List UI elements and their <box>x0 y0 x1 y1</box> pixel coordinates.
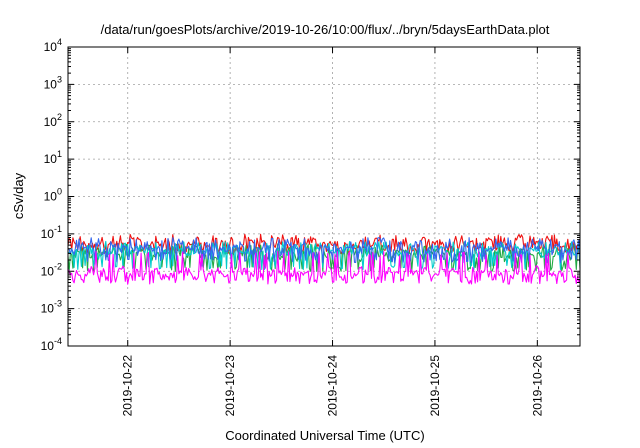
x-tick-label: 2019-10-23 <box>223 355 237 417</box>
series-line <box>67 240 581 271</box>
chart-title: /data/run/goesPlots/archive/2019-10-26/1… <box>101 22 550 37</box>
y-axis-label: cSv/day <box>11 172 26 219</box>
series-line <box>67 233 581 255</box>
x-tick-label: 2019-10-25 <box>428 355 442 417</box>
grid-layer <box>68 47 580 346</box>
x-axis: 2019-10-22 2019-10-23 2019-10-24 2019-10-25… <box>121 47 544 417</box>
y-tick-label: 10-4 <box>41 336 62 353</box>
x-tick-label: 2019-10-26 <box>530 355 544 417</box>
y-tick-label: 10-2 <box>41 261 62 278</box>
x-tick-label: 2019-10-24 <box>326 355 340 417</box>
x-axis-label: Coordinated Universal Time (UTC) <box>225 428 424 443</box>
y-axis: 10-4 10-3 10-2 10-1 100 101 102 103 104 <box>41 37 580 353</box>
y-tick-label: 103 <box>44 74 62 91</box>
series-line <box>67 250 581 285</box>
y-tick-label: 102 <box>44 112 62 129</box>
y-tick-label: 104 <box>44 37 62 54</box>
y-tick-label: 101 <box>44 149 62 166</box>
x-tick-label: 2019-10-22 <box>121 355 135 417</box>
y-tick-label: 100 <box>44 187 62 204</box>
series-line <box>67 237 581 264</box>
y-tick-label: 10-3 <box>41 299 62 316</box>
y-tick-label: 10-1 <box>41 224 62 241</box>
series-layer <box>67 233 581 285</box>
